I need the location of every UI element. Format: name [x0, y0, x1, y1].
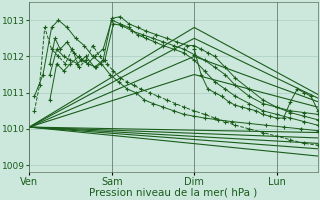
X-axis label: Pression niveau de la mer( hPa ): Pression niveau de la mer( hPa )	[90, 188, 258, 198]
